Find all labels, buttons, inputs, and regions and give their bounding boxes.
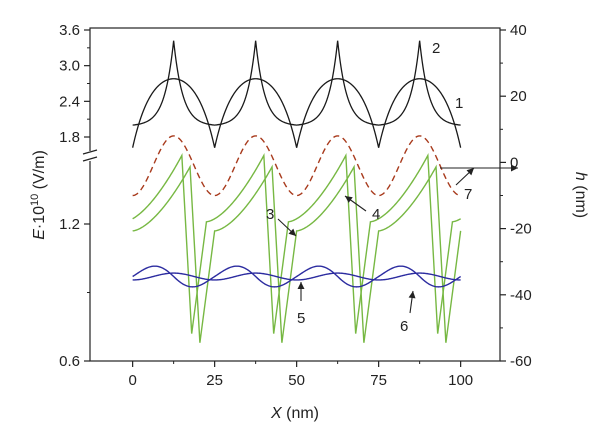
curve-label-7: 7 bbox=[464, 186, 472, 203]
right-tick-label: 0 bbox=[510, 154, 518, 171]
curve-1 bbox=[132, 78, 462, 148]
arrow-curve-6 bbox=[408, 290, 416, 314]
left-tick-label: 1.8 bbox=[59, 129, 80, 146]
x-tick-label: 50 bbox=[288, 372, 305, 389]
x-tick-label: 75 bbox=[370, 372, 387, 389]
right-tick-label: -40 bbox=[510, 287, 532, 304]
left-tick-label: 0.6 bbox=[59, 353, 80, 370]
arrow-curve-5 bbox=[297, 282, 305, 301]
right-tick-label: 20 bbox=[510, 88, 527, 105]
right-tick-label: -60 bbox=[510, 353, 532, 370]
arrow-right-axis bbox=[500, 164, 518, 172]
x-tick-label: 25 bbox=[206, 372, 223, 389]
curves-layer bbox=[132, 40, 462, 343]
left-tick-label: 3.6 bbox=[59, 22, 80, 39]
x-axis-title: X (nm) bbox=[270, 405, 319, 422]
left-axis-title: E·1010 (V/m) bbox=[29, 150, 48, 240]
curve-label-2: 2 bbox=[432, 40, 440, 57]
left-tick-label: 2.4 bbox=[59, 93, 80, 110]
left-tick-label: 1.2 bbox=[59, 216, 80, 233]
right-tick-label: -20 bbox=[510, 221, 532, 238]
annotation-arrows bbox=[277, 164, 518, 314]
curve-label-1: 1 bbox=[455, 95, 463, 112]
arrow-curve-4 bbox=[344, 195, 367, 212]
curve-7 bbox=[132, 135, 461, 197]
curve-5 bbox=[132, 272, 461, 281]
right-axis-title: h (nm) bbox=[572, 172, 589, 218]
curve-label-3: 3 bbox=[266, 206, 274, 223]
arrow-curve-3 bbox=[277, 218, 297, 237]
curve-label-6: 6 bbox=[400, 318, 408, 335]
curve-4 bbox=[132, 152, 461, 334]
plot-frame bbox=[89, 27, 501, 362]
curve-label-4: 4 bbox=[372, 206, 380, 223]
curve-2 bbox=[132, 40, 461, 126]
left-tick-label: 3.0 bbox=[59, 58, 80, 75]
arrow-curve-7-lead bbox=[455, 167, 475, 186]
ticks-layer: 0 25 50 75 1001.82.43.03.60.61.2-60-40-20020… bbox=[59, 22, 532, 389]
x-tick-label: 100 bbox=[448, 372, 473, 389]
x-tick-label: 0 bbox=[128, 372, 136, 389]
axis-break-mark bbox=[82, 149, 98, 162]
right-tick-label: 40 bbox=[510, 22, 527, 39]
curve-label-5: 5 bbox=[297, 310, 305, 327]
curve-3 bbox=[132, 164, 462, 343]
curve-6 bbox=[132, 265, 462, 288]
